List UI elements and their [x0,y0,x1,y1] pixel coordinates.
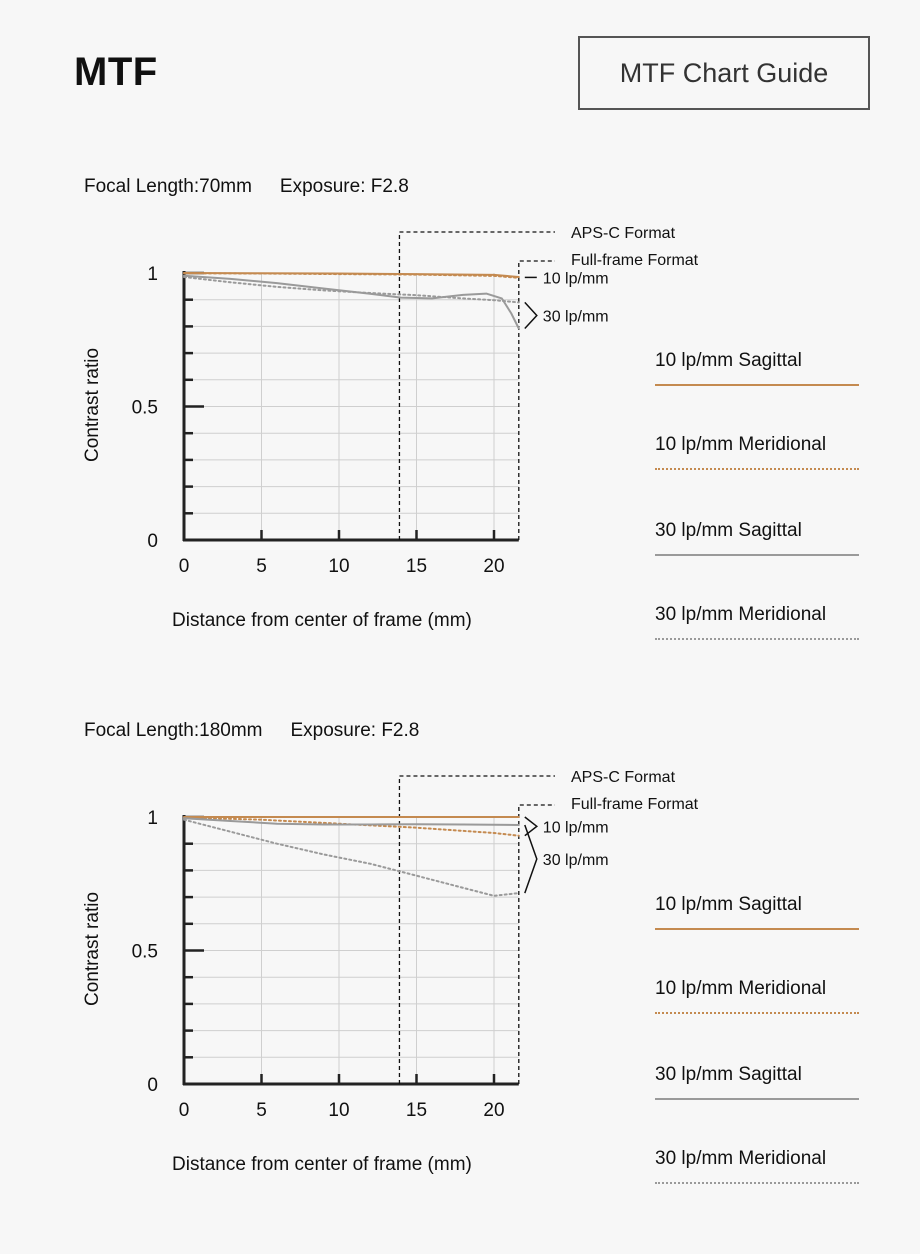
focal-length-label: Focal Length:180mm [84,720,263,741]
legend-swatch-solid-orange [655,928,859,930]
legend-item-10-meridional: 10 lp/mm Meridional [655,978,860,1018]
x-tick-label: 20 [483,556,504,577]
legend-label: 30 lp/mm Meridional [655,1148,827,1169]
legend-label: 10 lp/mm Meridional [655,978,827,999]
y-axis-label: Contrast ratio [82,347,103,463]
legend-item-10-sagittal: 10 lp/mm Sagittal [655,894,860,934]
y-tick-label: 0.5 [132,942,158,963]
aps-c-format-label: APS-C Format [571,769,676,786]
series-line-30-lp-mm-meridional [183,276,520,304]
x-tick-label: 5 [256,1100,267,1121]
mtf-chart-guide-button[interactable]: MTF Chart Guide [578,36,870,110]
x-tick-label: 10 [328,1100,349,1121]
y-tick-label: 0.5 [132,398,158,419]
x-tick-label: 5 [256,556,267,577]
legend-label: 10 lp/mm Sagittal [655,894,802,915]
group-bracket-30lpmm [524,301,538,330]
exposure-label: Exposure: F2.8 [290,720,420,741]
legend-swatch-dotted-orange [655,1012,859,1014]
legend-item-30-sagittal: 30 lp/mm Sagittal [655,520,860,560]
legend-swatch-solid-gray [655,1098,859,1100]
exposure-label: Exposure: F2.8 [279,176,409,197]
legend-item-30-meridional: 30 lp/mm Meridional [655,604,860,644]
legend-swatch-solid-gray [655,554,859,556]
legend-swatch-dotted-gray [655,1182,859,1184]
group-bracket-10lpmm [524,816,539,837]
legend-swatch-dotted-gray [655,638,859,640]
x-tick-label: 20 [483,1100,504,1121]
legend-swatch-dotted-orange [655,468,859,470]
focal-length-label: Focal Length:70mm [84,176,252,197]
legend-item-10-sagittal: 10 lp/mm Sagittal [655,350,860,390]
x-axis-label: Distance from center of frame (mm) [172,1154,472,1175]
x-axis-label: Distance from center of frame (mm) [172,610,472,631]
series-line-10-lp-mm-meridional [183,272,520,279]
group-label-10lpmm: 10 lp/mm [543,270,609,287]
legend-swatch-solid-orange [655,384,859,386]
full-frame-format-marker [518,260,555,540]
mtf-chart-panel: Focal Length:70mm Exposure: F2.8 0 0.5 1 0 5 1… [0,170,920,710]
aps-c-format-marker [398,231,555,540]
series-line-10-lp-mm-meridional [183,816,520,837]
legend-label: 30 lp/mm Sagittal [655,1064,802,1085]
y-tick-label: 0 [147,531,158,552]
legend-label: 30 lp/mm Sagittal [655,520,802,541]
legend-label: 30 lp/mm Meridional [655,604,827,625]
x-tick-label: 15 [406,556,427,577]
group-bracket-30lpmm [524,824,538,894]
x-tick-label: 0 [179,1100,190,1121]
group-label-30lpmm: 30 lp/mm [543,308,609,325]
legend-item-30-sagittal: 30 lp/mm Sagittal [655,1064,860,1104]
chart-info-row: Focal Length:70mm Exposure: F2.8 [84,176,409,198]
legend-label: 10 lp/mm Meridional [655,434,827,455]
group-label-30lpmm: 30 lp/mm [543,852,609,869]
full-frame-format-marker [518,804,555,1084]
y-tick-label: 1 [147,264,158,285]
legend-item-30-meridional: 30 lp/mm Meridional [655,1148,860,1188]
full-frame-format-label: Full-frame Format [571,252,699,269]
chart-info-row: Focal Length:180mm Exposure: F2.8 [84,720,419,742]
y-tick-label: 1 [147,808,158,829]
series-line-30-lp-mm-meridional [183,818,520,897]
page-title: MTF [74,50,158,94]
legend-label: 10 lp/mm Sagittal [655,350,802,371]
aps-c-format-label: APS-C Format [571,225,676,242]
x-tick-label: 15 [406,1100,427,1121]
mtf-chart-panel: Focal Length:180mm Exposure: F2.8 0 0.5 1 0 5… [0,714,920,1254]
x-tick-label: 0 [179,556,190,577]
legend-item-10-meridional: 10 lp/mm Meridional [655,434,860,474]
y-axis-label: Contrast ratio [82,891,103,1007]
y-tick-label: 0 [147,1075,158,1096]
aps-c-format-marker [398,775,555,1084]
group-label-10lpmm: 10 lp/mm [543,819,609,836]
x-tick-label: 10 [328,556,349,577]
series-line-30-lp-mm-sagittal [183,817,520,826]
full-frame-format-label: Full-frame Format [571,796,699,813]
